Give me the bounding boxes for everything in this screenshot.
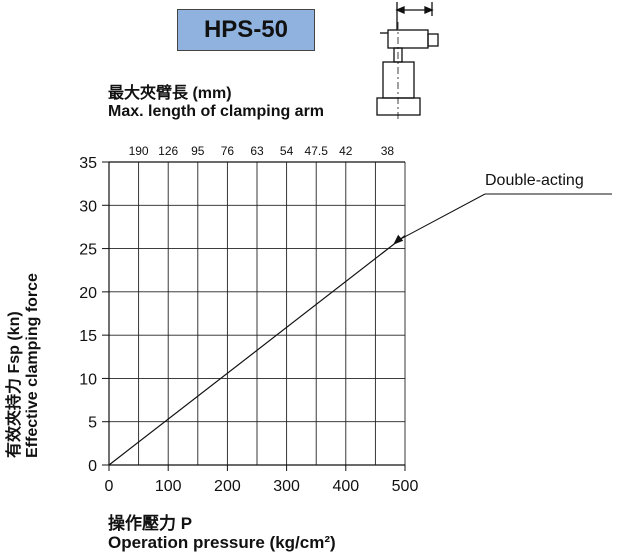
x-tick-label: 100 xyxy=(155,478,182,495)
x-tick-label: 200 xyxy=(214,478,241,495)
arm-tick-label: 76 xyxy=(221,144,235,158)
x-axis-title: 操作壓力 P Operation pressure (kg/cm²) xyxy=(108,514,336,552)
arm-axis-title: 最大夾臂長 (mm) Max. length of clamping arm xyxy=(108,85,324,121)
y-tick-label: 0 xyxy=(88,458,97,475)
chart-marks xyxy=(108,193,612,466)
arm-axis-title-en: Max. length of clamping arm xyxy=(108,103,325,120)
arm-tick-label: 54 xyxy=(280,144,294,158)
y-tick-label: 35 xyxy=(79,155,97,172)
y-tick-label: 25 xyxy=(79,242,97,259)
clamp-cylinder-icon xyxy=(376,2,439,120)
y-tick-label: 10 xyxy=(79,371,97,388)
x-tick-label: 300 xyxy=(273,478,300,495)
arm-tick-label: 63 xyxy=(250,144,264,158)
x-tick-label: 500 xyxy=(392,478,419,495)
arm-tick-label: 47.5 xyxy=(305,144,329,158)
x-axis-title-en: Operation pressure (kg/cm²) xyxy=(108,533,336,552)
x-axis-title-cn: 操作壓力 P xyxy=(108,514,193,533)
arm-tick-label: 42 xyxy=(339,144,353,158)
y-tick-label: 15 xyxy=(79,328,97,345)
series-label: Double-acting xyxy=(485,172,584,189)
chart-grid xyxy=(108,161,406,466)
y-tick-label: 5 xyxy=(88,415,97,432)
arm-tick-label: 95 xyxy=(191,144,205,158)
arm-tick-label: 126 xyxy=(158,144,178,158)
series-leader-arrowhead xyxy=(393,234,404,245)
y-tick-label: 20 xyxy=(79,285,97,302)
chart-axes: 0 5 10 15 20 25 30 35 0 100 200 300 400 500 190 126 95 76… xyxy=(79,144,418,495)
x-tick-label: 400 xyxy=(332,478,359,495)
x-tick-label: 0 xyxy=(105,478,114,495)
series-line-double-acting xyxy=(108,235,406,466)
model-label: HPS-50 xyxy=(177,9,315,51)
arm-axis-title-cn: 最大夾臂長 (mm) xyxy=(108,85,232,102)
y-tick-label: 30 xyxy=(79,198,97,215)
arm-tick-label: 38 xyxy=(381,144,395,158)
series-leader-line xyxy=(398,193,486,241)
arm-tick-label: 190 xyxy=(129,144,149,158)
